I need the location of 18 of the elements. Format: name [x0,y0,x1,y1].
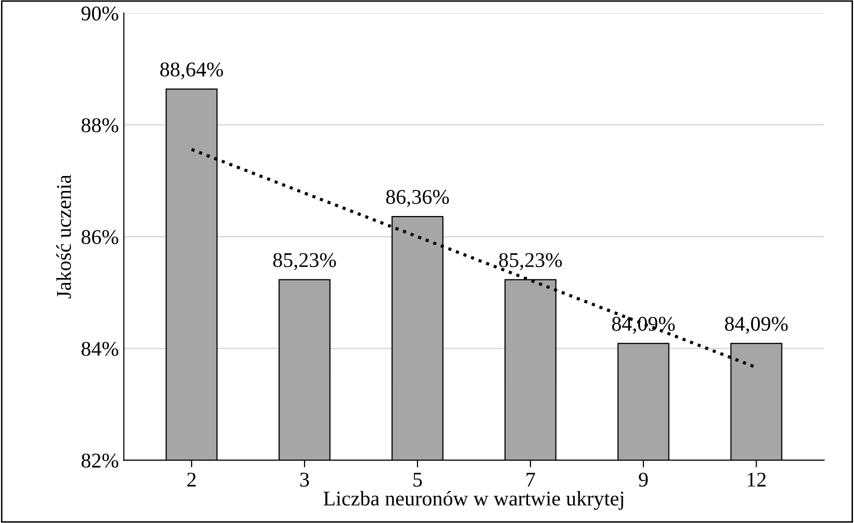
x-axis-title: Liczba neuronów w wartwie ukrytej [324,490,624,510]
x-tick-label: 2 [187,472,196,486]
y-tick-label: 86% [82,230,118,244]
x-tick-label: 7 [526,472,536,486]
data-label: 85,23% [499,253,562,270]
data-label: 84,09% [725,316,788,334]
data-label: 85,23% [273,253,336,270]
y-tick-label: 90% [81,6,118,21]
data-label: 88,64% [160,62,224,80]
data-label: 86,36% [386,190,449,207]
y-axis-title: Jakość uczenia [56,174,71,298]
x-tick-label: 12 [748,472,766,486]
y-tick-label: 82% [82,454,118,468]
x-tick-label: 5 [414,472,422,487]
x-tick-label: 3 [300,472,309,487]
y-tick-label: 84% [82,342,118,356]
y-tick-label: 88% [82,118,118,132]
x-tick-label: 9 [638,472,648,487]
